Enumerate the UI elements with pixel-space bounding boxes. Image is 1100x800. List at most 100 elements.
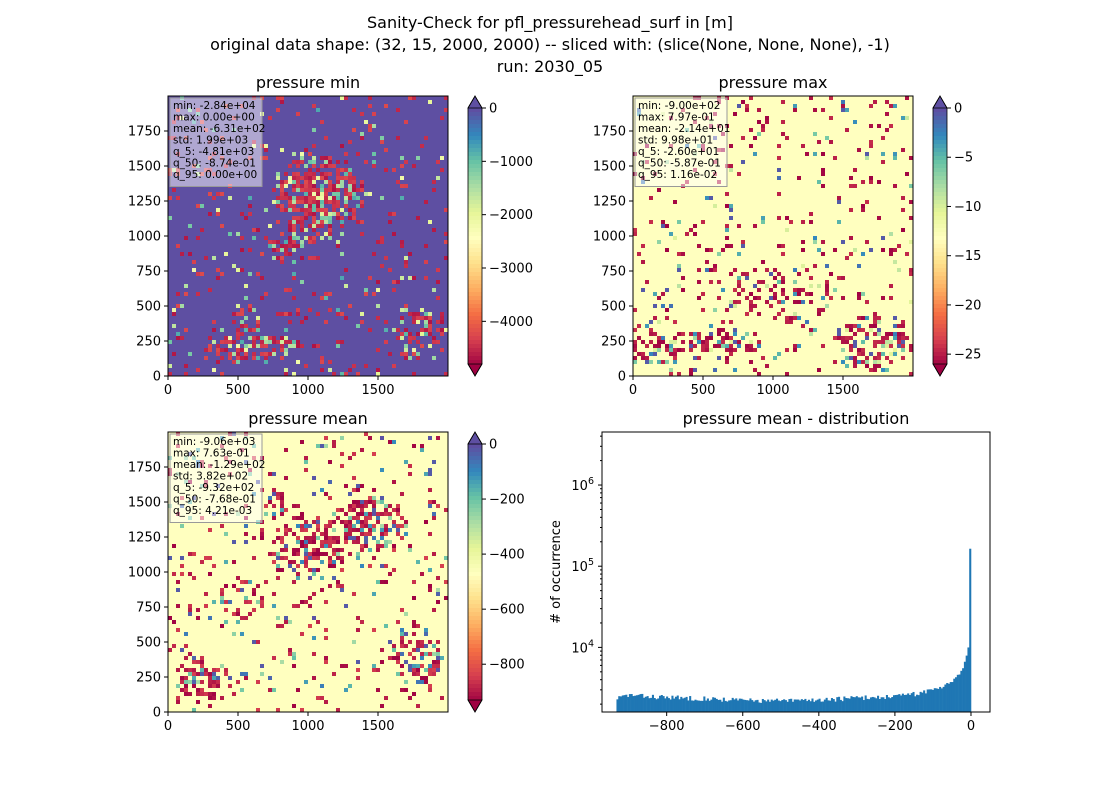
y-tick-label: 250 xyxy=(601,335,626,350)
histogram-bar xyxy=(729,700,732,712)
x-tick-label: 0 xyxy=(967,719,975,734)
histogram-bar xyxy=(648,698,651,712)
x-tick-label: 1500 xyxy=(826,383,859,398)
histogram-bar xyxy=(620,696,623,712)
histogram-bar xyxy=(861,696,864,712)
colorbar-tick-label: −4000 xyxy=(489,315,533,330)
y-tick-label: 500 xyxy=(136,636,161,651)
histogram-bar xyxy=(916,694,919,712)
histogram-bar xyxy=(678,699,681,712)
histogram-bar xyxy=(634,695,637,712)
stats-box xyxy=(169,433,263,523)
figure-title-line-3: run: 2030_05 xyxy=(497,57,603,77)
histogram-bar xyxy=(690,700,693,712)
colorbar-tick-label: −2000 xyxy=(489,208,533,223)
histogram-bar xyxy=(875,698,878,712)
histogram-bar xyxy=(713,697,717,712)
heatmap-cells xyxy=(168,96,448,376)
histogram-bar xyxy=(877,695,880,712)
figure-title-line-1: Sanity-Check for pfl_pressurehead_surf i… xyxy=(367,13,733,33)
colorbar-tick-label: −800 xyxy=(489,658,525,673)
histogram-bar xyxy=(646,696,649,712)
y-tick-label: 1250 xyxy=(128,195,161,210)
x-tick-label: 500 xyxy=(226,383,251,398)
subplot-title: pressure mean - distribution xyxy=(683,409,910,428)
histogram-bar xyxy=(807,699,810,712)
y-tick-label: 250 xyxy=(136,335,161,350)
histogram-bar xyxy=(956,674,959,712)
histogram-bar xyxy=(728,700,731,712)
histogram-bar xyxy=(697,700,701,712)
histogram-bar xyxy=(692,700,695,712)
histogram-bar xyxy=(928,689,931,712)
histogram-bar xyxy=(790,698,793,712)
histogram-bar xyxy=(625,694,628,712)
histogram-bar xyxy=(657,698,660,712)
histogram-bar xyxy=(937,688,940,712)
histogram-bar xyxy=(947,683,951,712)
histogram-bar xyxy=(933,688,936,712)
histogram-bar xyxy=(779,701,782,712)
histogram-bar xyxy=(703,696,706,712)
histogram-bar xyxy=(960,670,963,712)
colorbar-tick-label: −200 xyxy=(489,493,525,508)
colorbar-tick-label: 0 xyxy=(489,438,497,453)
stats-line: min: -9.06e+03 xyxy=(173,436,255,448)
histogram-bar xyxy=(868,699,871,712)
axes-frame xyxy=(601,431,991,713)
stats-line: q_50: -8.74e-01 xyxy=(173,158,256,170)
histogram-bar xyxy=(834,701,837,712)
colorbar-outline xyxy=(932,95,948,377)
colorbar-tick-label: 0 xyxy=(489,102,497,117)
histogram-bar xyxy=(701,700,704,712)
histogram-bar xyxy=(765,701,768,712)
histogram-bar xyxy=(869,697,873,712)
figure-title-line-2: original data shape: (32, 15, 2000, 2000… xyxy=(210,35,890,54)
histogram-bar xyxy=(627,697,630,712)
histogram-bar xyxy=(953,678,956,712)
stats-line: std: 9.98e+01 xyxy=(638,135,713,147)
y-tick-label: 750 xyxy=(136,265,161,280)
histogram-bar xyxy=(942,686,945,712)
histogram-bar xyxy=(655,699,658,712)
histogram-bar xyxy=(687,700,690,712)
stats-line: min: -9.00e+02 xyxy=(638,100,720,112)
histogram-bar xyxy=(839,699,842,712)
stats-line: q_5: -4.81e+03 xyxy=(173,146,254,158)
y-tick-label: 1000 xyxy=(128,566,161,581)
histogram-bar xyxy=(804,698,807,712)
histogram-bar xyxy=(740,698,743,712)
histogram-bar xyxy=(682,698,685,712)
histogram-bar xyxy=(731,697,734,712)
histogram-bar xyxy=(644,696,647,712)
histogram-bar xyxy=(955,677,958,712)
histogram-bar xyxy=(891,697,894,712)
histogram-bar xyxy=(761,698,764,712)
histogram-bar xyxy=(777,700,780,712)
histogram-bar xyxy=(706,698,709,712)
histogram-bar xyxy=(894,695,897,712)
histogram-bar xyxy=(694,699,697,712)
colorbar-tick-label: −3000 xyxy=(489,262,533,277)
histogram-bar xyxy=(822,701,825,712)
histogram-bar xyxy=(671,695,674,712)
colorbar-tick-label: −10 xyxy=(954,200,981,215)
colorbar: 0 −200 −400 −600 −800 xyxy=(467,431,525,713)
histogram-bar xyxy=(715,698,718,712)
heatmap-panel-2: 0 500 1000 1500 0 250 500 750 1000 1250 1500 1750 pr… xyxy=(593,73,982,398)
x-tick-label: 500 xyxy=(226,719,251,734)
x-tick-label: 1000 xyxy=(291,719,324,734)
histogram-bar xyxy=(811,698,814,712)
histogram-bar xyxy=(708,700,711,712)
y-tick-label: 105 xyxy=(571,557,594,575)
histogram-bar xyxy=(845,698,848,712)
histogram-bar xyxy=(965,655,968,712)
histogram-bar xyxy=(907,693,910,712)
y-tick-label: 1250 xyxy=(593,195,626,210)
histogram-bar xyxy=(758,702,761,712)
histogram-bar xyxy=(800,699,803,712)
histogram-bar xyxy=(742,699,745,712)
colorbar: 0 −5 −10 −15 −20 −25 xyxy=(932,95,981,377)
histogram-bar xyxy=(806,701,809,712)
colorbar-tick-label: −25 xyxy=(954,348,981,363)
